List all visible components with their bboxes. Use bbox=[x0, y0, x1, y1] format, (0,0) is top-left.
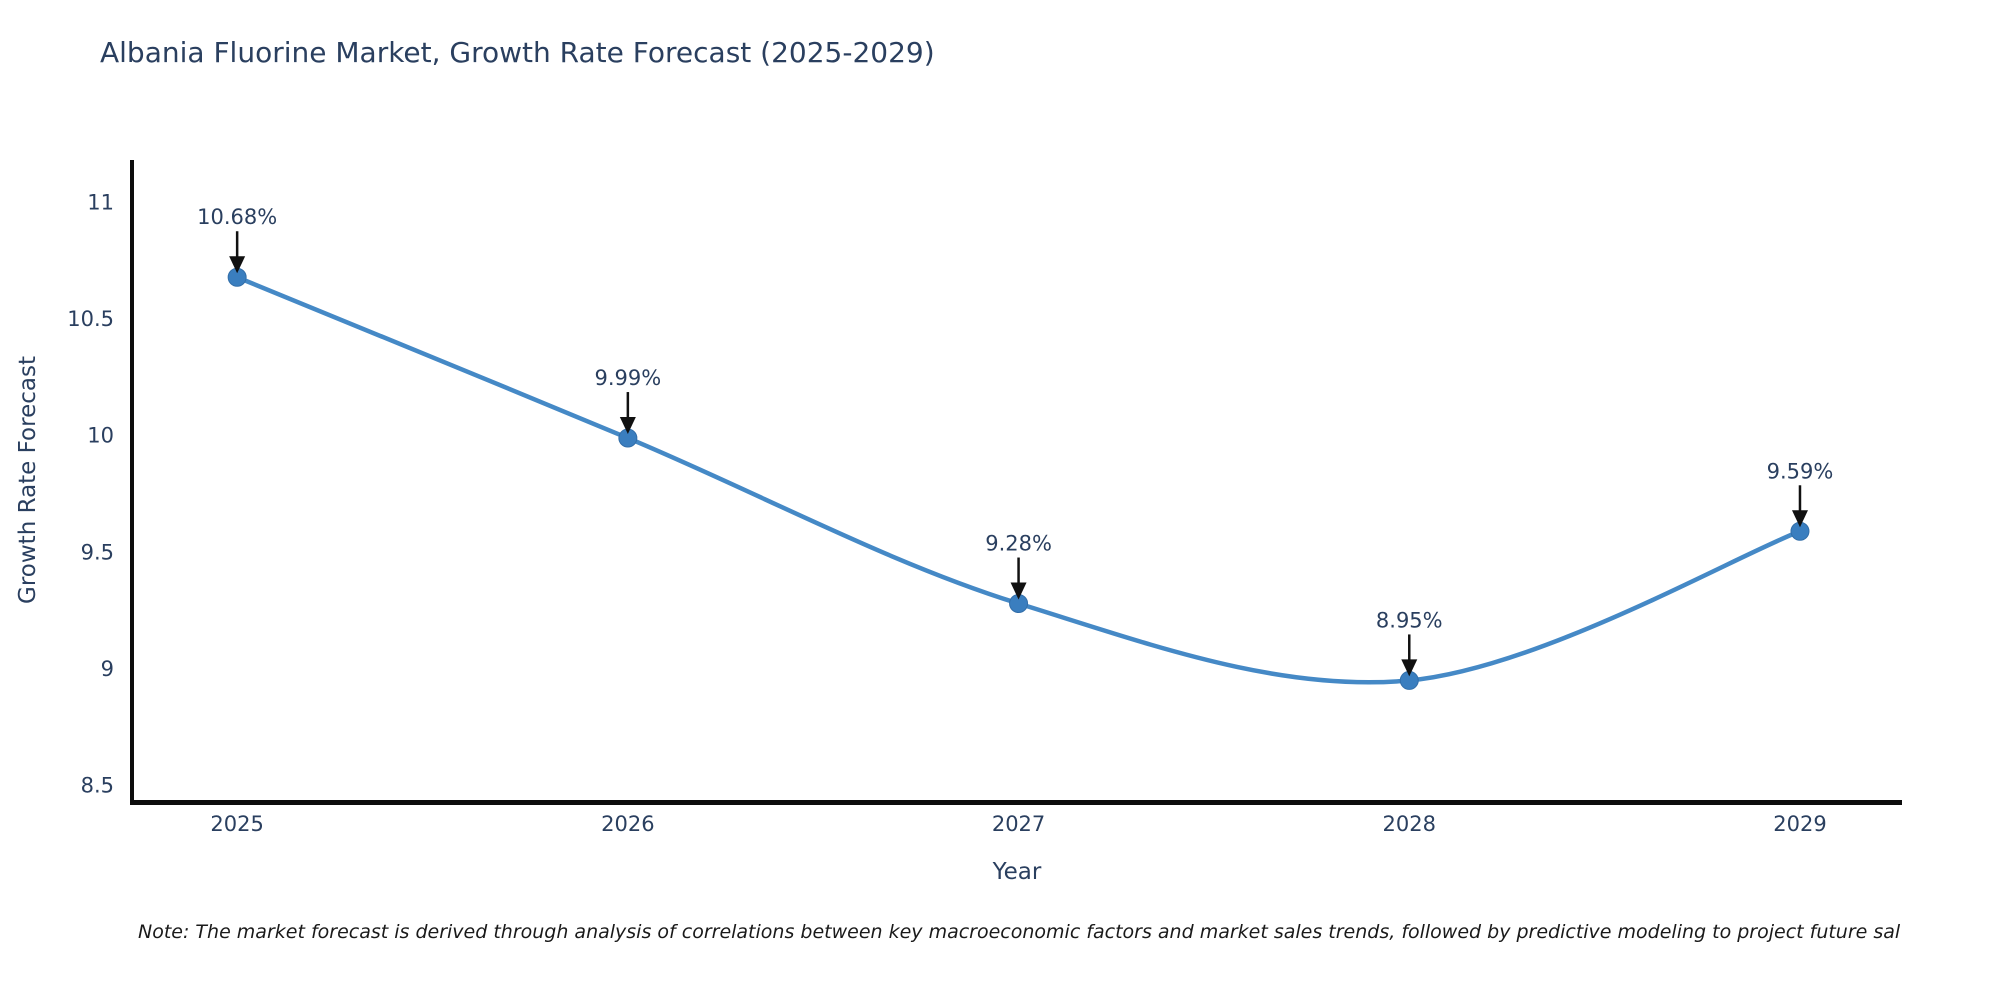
y-tick-label: 11 bbox=[87, 191, 114, 215]
y-tick-label: 9.5 bbox=[81, 540, 114, 564]
chart-title: Albania Fluorine Market, Growth Rate For… bbox=[100, 36, 935, 69]
y-tick-label: 9 bbox=[101, 657, 114, 681]
x-tick-label: 2025 bbox=[210, 812, 263, 836]
x-axis-title: Year bbox=[992, 859, 1042, 885]
annotation-label: 8.95% bbox=[1376, 608, 1443, 632]
y-tick-label: 10.5 bbox=[67, 307, 114, 331]
y-axis-title: Growth Rate Forecast bbox=[15, 356, 41, 604]
annotation-arrowhead-icon bbox=[1791, 510, 1808, 528]
annotation-label: 9.28% bbox=[985, 532, 1052, 556]
footnote: Note: The market forecast is derived thr… bbox=[138, 921, 1901, 943]
annotation-arrowhead-icon bbox=[229, 256, 246, 274]
annotation-arrowhead-icon bbox=[619, 417, 636, 435]
x-tick-label: 2027 bbox=[992, 812, 1045, 836]
annotation-label: 10.68% bbox=[197, 205, 277, 229]
y-tick-label: 8.5 bbox=[81, 773, 114, 797]
annotation-arrowhead-icon bbox=[1010, 582, 1027, 600]
annotation-label: 9.59% bbox=[1767, 459, 1834, 483]
series-line bbox=[234, 274, 1803, 685]
annotation-label: 9.99% bbox=[594, 366, 661, 390]
annotation-arrowhead-icon bbox=[1401, 659, 1418, 677]
x-tick-label: 2029 bbox=[1773, 812, 1826, 836]
y-tick-label: 10 bbox=[87, 424, 114, 448]
x-tick-label: 2028 bbox=[1383, 812, 1436, 836]
x-tick-label: 2026 bbox=[601, 812, 654, 836]
